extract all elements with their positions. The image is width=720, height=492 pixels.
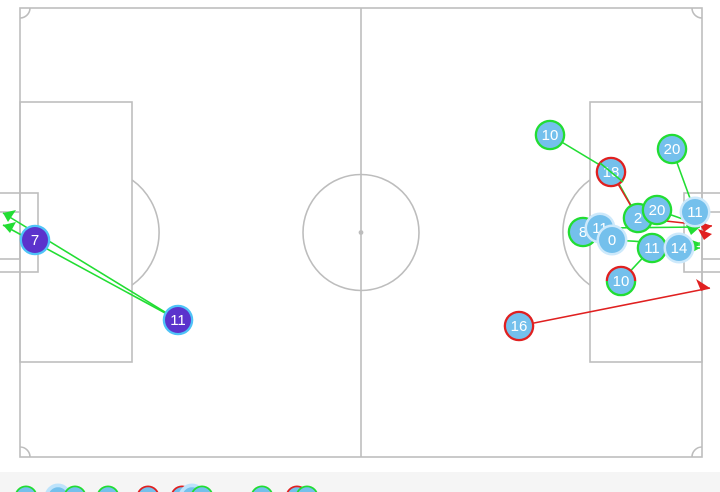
svg-text:20: 20	[649, 202, 666, 219]
svg-text:11: 11	[687, 204, 703, 221]
svg-text:2: 2	[634, 210, 642, 227]
svg-text:16: 16	[511, 318, 528, 335]
svg-text:11: 11	[170, 312, 186, 329]
svg-text:0: 0	[608, 232, 616, 249]
svg-text:7: 7	[31, 232, 39, 249]
svg-text:10: 10	[613, 273, 630, 290]
svg-text:20: 20	[664, 141, 681, 158]
svg-text:14: 14	[671, 240, 688, 257]
svg-text:10: 10	[542, 127, 559, 144]
svg-text:11: 11	[644, 240, 660, 257]
